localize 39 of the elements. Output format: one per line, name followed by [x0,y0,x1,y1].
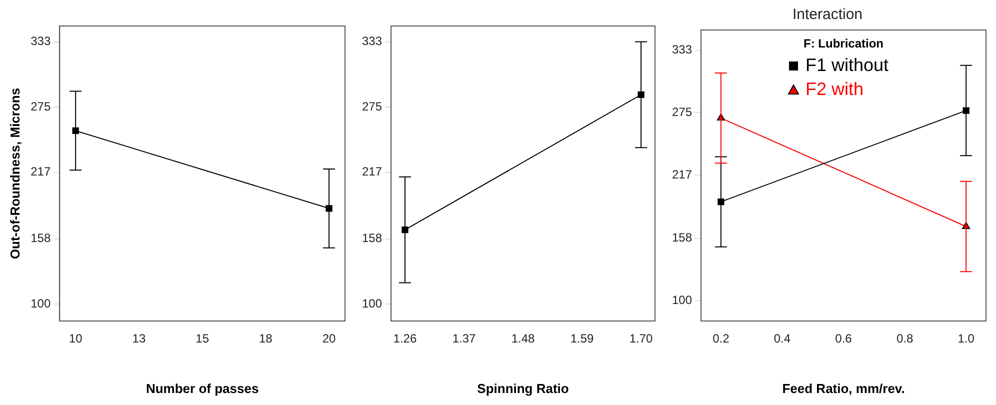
y-tick-label: 333 [672,42,692,57]
x-tick-label: 15 [196,332,210,346]
y-tick-label: 100 [30,296,51,310]
legend-label: F2 with [806,78,864,99]
x-tick-label: 1.59 [570,332,594,346]
x-axis-title: Spinning Ratio [477,380,569,396]
legend-label: F1 without [806,54,889,75]
point [718,198,724,206]
y-tick-label: 100 [672,292,692,307]
y-tick-label: 158 [672,230,692,245]
y-tick-label: 333 [362,34,382,48]
legend-title: F: Lubrication [804,36,884,50]
x-tick-label: 1.0 [958,332,975,346]
x-tick-label: 10 [68,332,83,346]
x-tick-label: 13 [132,332,146,346]
x-tick-label: 1.37 [452,332,476,346]
x-axis-title: Feed Ratio, mm/rev. [782,380,905,396]
y-tick-label: 333 [30,34,51,48]
x-tick-label: 0.6 [835,332,852,346]
x-axis-title: Number of passes [146,380,259,396]
y-axis-title: Out-of-Roundness, Microns [7,88,22,260]
x-tick-label: 20 [322,332,336,346]
y-tick-label: 275 [362,99,382,114]
chart-title: Interaction [792,6,863,24]
y-tick-label: 217 [672,167,692,182]
x-tick-label: 1.70 [629,332,654,346]
x-tick-label: 0.8 [896,332,914,346]
y-tick-label: 158 [362,231,382,246]
x-tick-label: 1.26 [393,332,417,346]
x-tick-label: 1.48 [511,332,536,346]
y-tick-label: 158 [30,231,51,246]
y-tick-label: 275 [30,99,51,114]
y-tick-label: 100 [362,296,382,310]
y-tick-label: 275 [672,104,692,119]
y-tick-label: 217 [30,164,51,179]
x-tick-label: 0.2 [712,332,730,346]
y-tick-label: 217 [362,164,382,179]
x-tick-label: 0.4 [774,332,791,346]
x-tick-label: 18 [258,332,273,346]
